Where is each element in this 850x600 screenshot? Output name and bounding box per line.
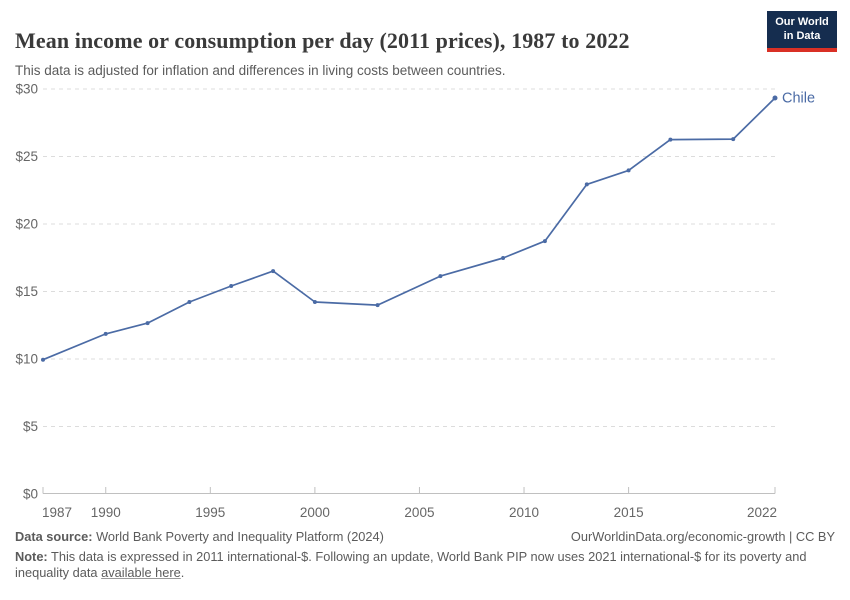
data-source-text: World Bank Poverty and Inequality Platfo…	[92, 529, 384, 544]
data-point-marker[interactable]	[438, 274, 443, 279]
data-point-marker[interactable]	[41, 357, 45, 362]
x-axis-tick-label: 1990	[91, 505, 121, 520]
data-point-marker[interactable]	[542, 239, 547, 244]
data-point-marker[interactable]	[668, 137, 673, 142]
available-here-link[interactable]: available here	[101, 564, 181, 580]
owid-logo-line2: in Data	[783, 29, 821, 42]
x-axis-tick-label: 1995	[195, 505, 225, 520]
data-point-marker[interactable]	[772, 95, 778, 101]
owid-logo-line1: Our World	[775, 15, 829, 28]
owid-logo[interactable]: Our World in Data	[767, 11, 837, 52]
data-point-marker[interactable]	[312, 300, 317, 304]
attribution-text: OurWorldinData.org/economic-growth | CC …	[570, 529, 835, 544]
chart-footer: Data source: World Bank Poverty and Ineq…	[15, 529, 835, 581]
y-axis-tick-label: $30	[15, 82, 38, 97]
data-point-marker[interactable]	[501, 256, 506, 260]
data-point-marker[interactable]	[584, 182, 589, 187]
data-point-marker[interactable]	[103, 331, 108, 336]
chart-subtitle: This data is adjusted for inflation and …	[15, 62, 506, 78]
x-axis-tick-label: 1987	[42, 505, 72, 520]
data-point-marker[interactable]	[271, 269, 276, 274]
entity-label[interactable]: Chile	[782, 91, 815, 107]
y-axis-tick-label: $10	[15, 352, 38, 367]
note-text: This data is expressed in 2011 internati…	[15, 548, 807, 580]
page-title: Mean income or consumption per day (2011…	[15, 27, 630, 53]
data-point-marker[interactable]	[229, 284, 234, 288]
x-axis-tick-label: 2010	[509, 505, 539, 520]
data-point-marker[interactable]	[731, 137, 736, 142]
note-label: Note:	[15, 548, 48, 564]
note-text-end: .	[180, 564, 185, 580]
x-axis-tick-label: 2015	[614, 505, 644, 520]
series-line[interactable]	[42, 97, 776, 361]
data-point-marker[interactable]	[375, 303, 380, 308]
y-axis-tick-label: $25	[15, 149, 38, 164]
y-axis-tick-label: $5	[23, 419, 38, 434]
x-axis-tick-label: 2000	[300, 505, 330, 520]
y-axis-tick-label: $15	[15, 284, 38, 299]
data-point-marker[interactable]	[145, 321, 150, 326]
y-axis-tick-label: $20	[15, 217, 38, 232]
data-point-marker[interactable]	[626, 168, 631, 173]
data-source-line: Data source: World Bank Poverty and Ineq…	[15, 529, 384, 545]
data-source-label: Data source:	[15, 529, 93, 544]
x-axis-tick-label: 2022	[747, 505, 777, 520]
data-point-marker[interactable]	[187, 300, 192, 304]
y-axis-tick-label: $0	[23, 487, 38, 502]
note-line: Note: This data is expressed in 2011 int…	[15, 549, 835, 581]
x-axis-tick-label: 2005	[404, 505, 434, 520]
